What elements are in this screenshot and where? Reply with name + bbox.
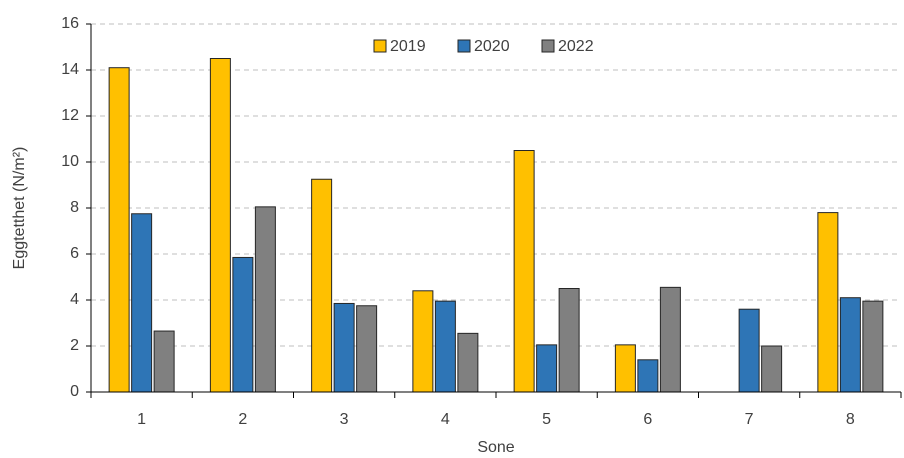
bar — [513, 150, 535, 393]
legend-label: 2020 — [474, 38, 510, 55]
x-tick-label: 2 — [238, 411, 247, 428]
x-tick-label: 1 — [137, 411, 146, 428]
bar — [333, 302, 355, 393]
bar — [637, 359, 659, 393]
bar — [131, 213, 153, 393]
legend-label: 2022 — [558, 38, 594, 55]
bar — [457, 332, 479, 393]
x-tick-label: 6 — [643, 411, 652, 428]
bar — [108, 67, 130, 393]
y-tick-label: 6 — [70, 245, 79, 262]
legend-swatch — [373, 39, 387, 53]
x-tick-label: 7 — [745, 411, 754, 428]
x-tick-label: 4 — [441, 411, 450, 428]
legend-label: 2019 — [390, 38, 426, 55]
bar — [558, 288, 580, 393]
x-axis-label: Sone — [477, 439, 514, 456]
bar — [412, 290, 434, 393]
bar — [209, 58, 231, 393]
bar — [232, 256, 254, 393]
bar — [862, 300, 884, 393]
y-tick-label: 0 — [70, 383, 79, 400]
bar — [536, 344, 558, 393]
bar — [817, 212, 839, 393]
y-tick-label: 14 — [61, 61, 79, 78]
y-tick-label: 10 — [61, 153, 79, 170]
bar — [153, 330, 175, 393]
y-tick-label: 8 — [70, 199, 79, 216]
bar — [311, 178, 333, 393]
x-tick-label: 8 — [846, 411, 855, 428]
y-tick-label: 12 — [61, 107, 79, 124]
bar — [434, 300, 456, 393]
bar — [659, 286, 681, 393]
y-tick-label: 4 — [70, 291, 79, 308]
bar — [356, 305, 378, 393]
y-axis-label: Eggtetthet (N/m²) — [11, 147, 28, 270]
x-tick-label: 5 — [542, 411, 551, 428]
bar — [761, 345, 783, 393]
legend-swatch — [457, 39, 471, 53]
bar — [254, 206, 276, 393]
y-tick-label: 2 — [70, 337, 79, 354]
y-tick-label: 16 — [61, 15, 79, 32]
bar — [738, 308, 760, 393]
bar — [614, 344, 636, 393]
x-tick-label: 3 — [340, 411, 349, 428]
legend-swatch — [541, 39, 555, 53]
bar — [839, 297, 861, 393]
